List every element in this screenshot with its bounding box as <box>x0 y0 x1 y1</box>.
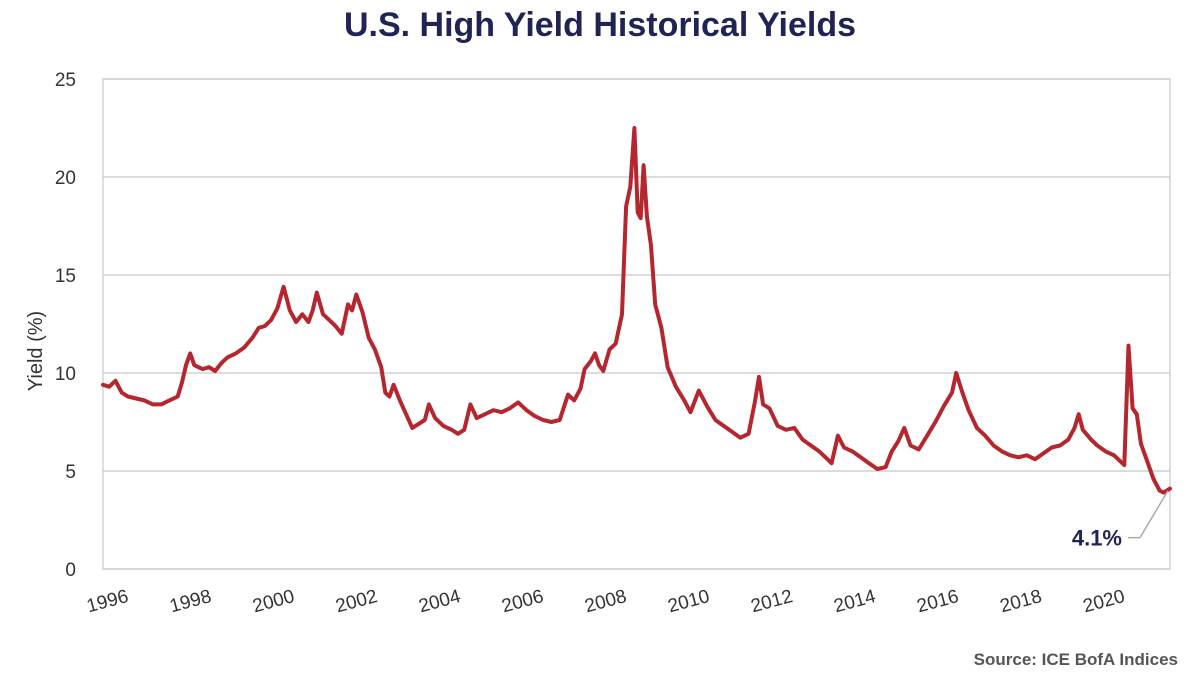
annotation-label: 4.1% <box>1072 526 1122 551</box>
x-tick-label: 2010 <box>666 586 712 617</box>
y-tick-label: 20 <box>55 168 76 189</box>
annotation-leader <box>1139 490 1169 539</box>
grid-lines <box>102 78 1171 570</box>
x-tick-label: 2002 <box>334 586 380 617</box>
x-tick-label: 2012 <box>749 586 795 617</box>
y-tick-label: 5 <box>65 462 76 483</box>
source-note: Source: ICE BofA Indices <box>973 650 1178 669</box>
x-tick-labels: 1996 1998 2000 2002 2004 2006 2008 2010 2012 2014… <box>84 586 1127 617</box>
x-tick-label: 1996 <box>84 586 130 617</box>
y-tick-label: 10 <box>55 364 76 385</box>
x-tick-label: 2018 <box>998 586 1044 617</box>
x-tick-label: 2020 <box>1081 586 1127 617</box>
x-tick-label: 2008 <box>583 586 629 617</box>
x-tick-label: 2004 <box>417 586 464 617</box>
y-tick-label: 15 <box>55 266 76 287</box>
x-tick-label: 2006 <box>500 586 546 617</box>
x-tick-label: 2000 <box>251 586 297 617</box>
x-tick-label: 1998 <box>167 586 213 617</box>
y-tick-label: 0 <box>65 560 76 581</box>
plot-frame <box>102 78 1171 570</box>
y-tick-label: 25 <box>55 70 76 91</box>
x-tick-label: 2014 <box>832 586 879 617</box>
y-tick-labels: 0 5 10 15 20 25 <box>55 70 76 581</box>
series-line <box>101 126 1172 495</box>
x-tick-label: 2016 <box>915 586 961 617</box>
y-axis-label: Yield (%) <box>25 311 47 391</box>
chart-title: U.S. High Yield Historical Yields <box>343 6 857 44</box>
